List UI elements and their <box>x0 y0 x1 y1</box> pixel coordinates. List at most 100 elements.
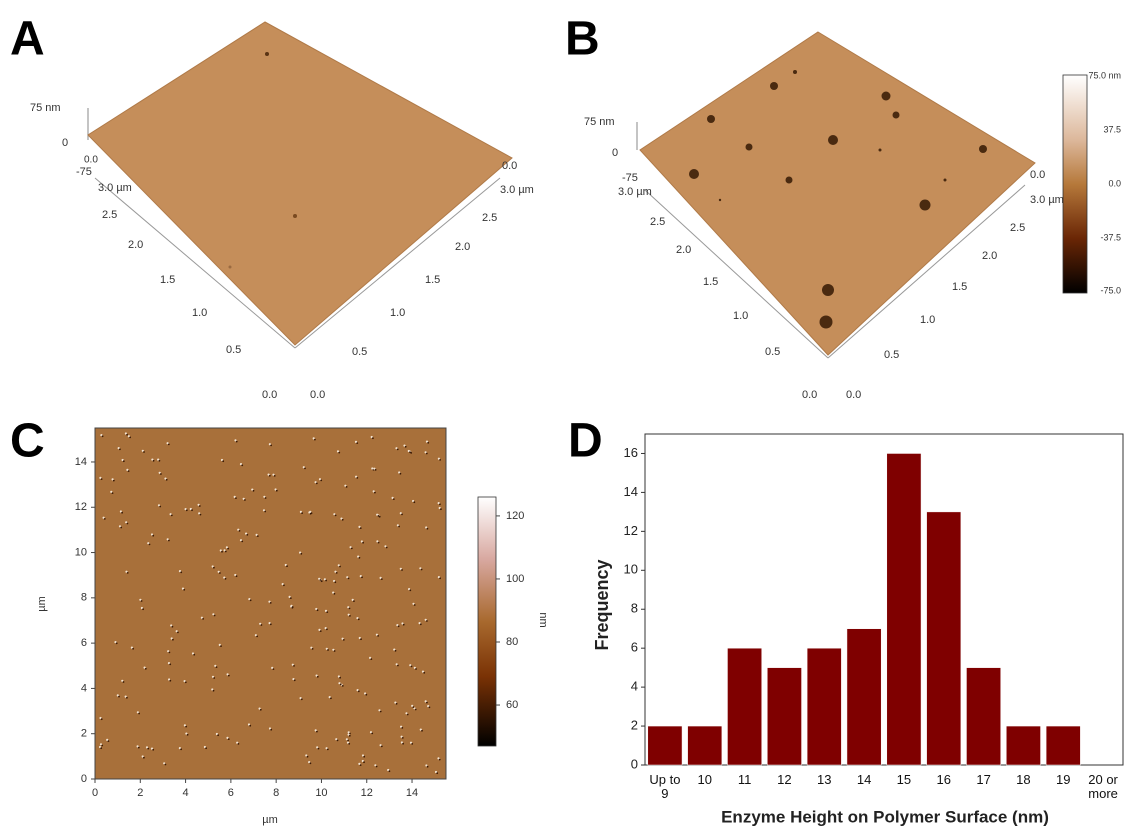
particle <box>191 652 195 655</box>
particle-shadow <box>347 739 349 742</box>
particle <box>881 91 891 101</box>
particle <box>99 743 103 746</box>
particle-shadow <box>335 572 338 574</box>
particle-shadow <box>342 639 345 641</box>
particle <box>145 746 149 749</box>
particle-shadow <box>402 623 405 626</box>
particle <box>374 764 377 767</box>
particle <box>396 524 399 527</box>
surface-a <box>87 21 513 349</box>
y-tick-label: 14 <box>75 456 87 468</box>
particle-shadow <box>374 491 376 494</box>
particle-shadow <box>401 569 403 571</box>
particle-shadow <box>397 625 400 628</box>
particle-shadow <box>380 745 383 748</box>
particle <box>274 488 277 491</box>
y-tick-label: 12 <box>75 501 87 513</box>
particle <box>198 512 201 515</box>
particle <box>403 444 406 447</box>
x-tick-label: 19 <box>1056 772 1071 787</box>
particle-shadow <box>168 539 170 542</box>
particle <box>411 704 414 708</box>
particle <box>424 451 427 454</box>
particle-shadow <box>409 451 411 454</box>
particle-shadow <box>363 755 366 758</box>
panel-letter: D <box>568 415 603 468</box>
particle <box>220 458 224 462</box>
particle <box>400 741 403 744</box>
particle-shadow <box>235 497 237 499</box>
y-tick-label: 1.0 <box>733 310 748 322</box>
particle-shadow <box>183 588 186 591</box>
particle <box>116 694 119 697</box>
particle <box>170 624 173 627</box>
particle <box>309 510 312 513</box>
x-tick-label: 2.0 <box>982 250 997 262</box>
particle-shadow <box>165 478 168 481</box>
particle <box>305 754 308 757</box>
particle <box>239 463 243 466</box>
particle-shadow <box>256 535 259 537</box>
colorbar-label: 80 <box>506 636 518 648</box>
particle <box>143 666 146 669</box>
particle <box>126 468 129 471</box>
particle <box>157 504 161 507</box>
y-tick-label: 1.0 <box>192 307 207 319</box>
particle-shadow <box>326 748 329 751</box>
particle <box>164 477 167 480</box>
particle <box>140 606 143 610</box>
particle-shadow <box>426 620 428 622</box>
particle-shadow <box>103 518 106 520</box>
particle <box>226 736 229 740</box>
particle-shadow <box>260 624 263 626</box>
particle-shadow <box>359 764 362 766</box>
particle-shadow <box>264 510 267 513</box>
particle <box>125 570 128 573</box>
bar <box>846 628 882 766</box>
particle-shadow <box>140 600 143 602</box>
particle <box>291 663 294 666</box>
bar <box>806 647 842 766</box>
bar <box>926 511 962 766</box>
particle-shadow <box>348 742 351 745</box>
particle <box>248 598 251 601</box>
particle-shadow <box>320 479 323 482</box>
particle-shadow <box>327 649 329 651</box>
particle-shadow <box>152 459 155 462</box>
particle-shadow <box>213 614 216 617</box>
particle <box>136 711 139 714</box>
x-tick-label: 0.0 <box>310 389 325 401</box>
particle-shadow <box>426 701 428 704</box>
particle <box>334 570 337 573</box>
particle-shadow <box>152 534 155 537</box>
particle-shadow <box>126 572 129 574</box>
particle <box>409 664 412 667</box>
particle-shadow <box>118 695 120 698</box>
particle-shadow <box>126 522 129 525</box>
particle <box>262 509 266 512</box>
particle-shadow <box>171 625 174 628</box>
particle-shadow <box>224 550 227 553</box>
particle <box>150 747 154 750</box>
x-tick-label: 18 <box>1016 772 1031 787</box>
particle-shadow <box>143 756 145 759</box>
particle <box>437 457 440 460</box>
particle <box>347 606 350 609</box>
y-tick-label: 0 <box>631 756 638 771</box>
particle <box>336 450 340 453</box>
particle-shadow <box>356 442 359 444</box>
particle <box>438 506 441 510</box>
particle <box>347 731 350 734</box>
particle <box>299 551 302 554</box>
particle <box>136 745 139 748</box>
particle <box>124 695 127 698</box>
particle-shadow <box>336 739 339 742</box>
particle <box>333 513 336 516</box>
x-tick-label: 1.5 <box>952 281 967 293</box>
x-tick-label: 2.5 <box>482 212 497 224</box>
particle-shadow <box>213 677 216 679</box>
y-tick-label: 3.0 µm <box>98 182 132 194</box>
particle-shadow <box>167 443 170 446</box>
